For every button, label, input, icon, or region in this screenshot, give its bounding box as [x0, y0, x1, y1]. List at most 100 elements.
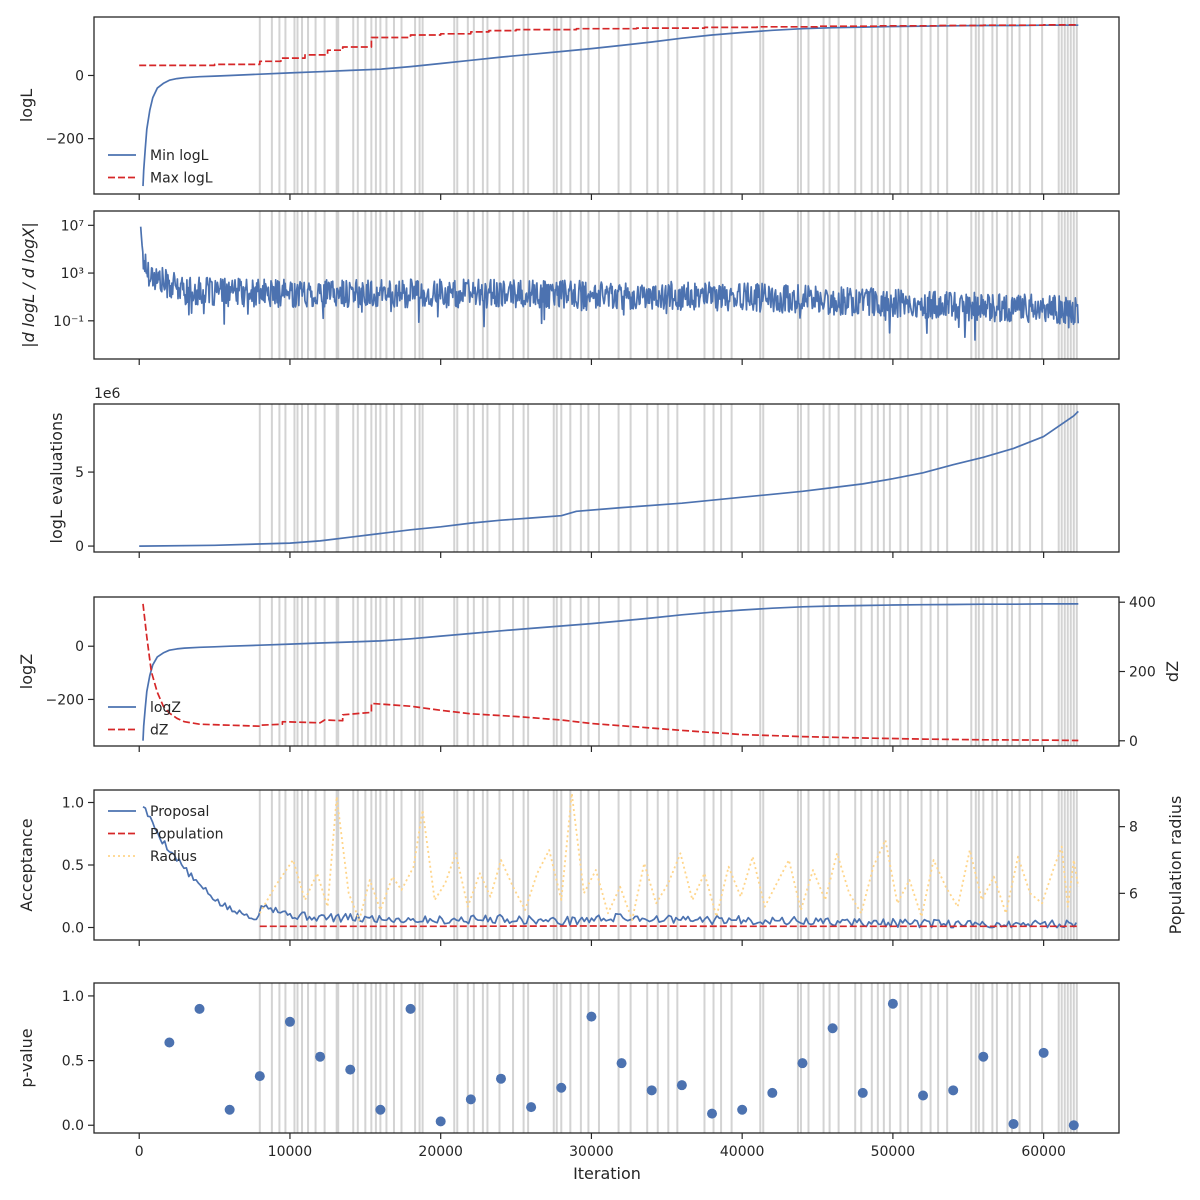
- scatter-point: [978, 1051, 989, 1062]
- scatter-point: [827, 1023, 838, 1034]
- series-logz-logz: [142, 603, 1079, 741]
- y-tick-label: 0: [75, 68, 84, 84]
- scatter-point: [857, 1087, 868, 1098]
- scatter-point: [1038, 1047, 1049, 1058]
- plot-dlogl: [139, 226, 1080, 341]
- y-tick-label: 0.5: [62, 858, 84, 874]
- x-axis-label: Iteration: [573, 1164, 641, 1183]
- series-evals-logl-evaluations: [139, 410, 1079, 547]
- scatter-point: [586, 1011, 597, 1022]
- scatter-point: [315, 1051, 326, 1062]
- scatter-point: [254, 1071, 265, 1082]
- y-axis-label-right: dZ: [1163, 661, 1182, 682]
- scatter-point: [797, 1058, 808, 1069]
- scatter-point: [164, 1037, 175, 1048]
- y-axis-label: Acceptance: [17, 818, 36, 911]
- y-tick-label: 1.0: [62, 989, 84, 1005]
- y-tick-label: 0.5: [62, 1054, 84, 1070]
- x-tick-label: 40000: [720, 1144, 765, 1160]
- legend-logl: Min logL Max logL: [108, 148, 213, 187]
- legend-label: Min logL: [150, 148, 209, 164]
- panels: −200 0 logL Min logL Max logL 10⁻¹ 10³ 10⁷ |d lo…: [17, 16, 1185, 1160]
- scatter-point: [465, 1094, 476, 1105]
- axes-frame: [93, 403, 1120, 553]
- scatter-point: [737, 1104, 748, 1115]
- scatter-point: [284, 1016, 295, 1027]
- axes-frame: [93, 982, 1120, 1134]
- plot-logz: [142, 603, 1079, 742]
- y-axis-label-right: Population radius: [1166, 796, 1185, 935]
- scatter-point: [375, 1104, 386, 1115]
- x-tick-label: 30000: [569, 1144, 614, 1160]
- scatter-point: [676, 1080, 687, 1091]
- y-axis-label: |d logL / d logX|: [19, 222, 38, 347]
- x-tick-label: 0: [135, 1144, 144, 1160]
- legend-label: Population: [150, 827, 224, 843]
- plot-pvalue: [164, 998, 1079, 1131]
- scatter-point: [767, 1087, 778, 1098]
- axes-frame: [93, 16, 1120, 195]
- y-axis-label: logZ: [17, 654, 36, 689]
- panel-dlogl: 10⁻¹ 10³ 10⁷ |d logL / d logX|: [19, 210, 1120, 365]
- shaded-bands-pvalue: [258, 983, 1078, 1133]
- series-acceptance-radius: [259, 792, 1080, 921]
- y-tick-label: 0: [75, 639, 84, 655]
- y-axis-label: logL evaluations: [47, 413, 66, 544]
- y-tick-label-right: 0: [1129, 734, 1138, 750]
- scatter-point: [345, 1064, 356, 1075]
- panel-logl: −200 0 logL Min logL Max logL: [17, 16, 1120, 200]
- scatter-point: [646, 1085, 657, 1096]
- scatter-point: [707, 1108, 718, 1119]
- y-axis-label: logL: [17, 89, 36, 122]
- scatter-point: [495, 1073, 506, 1084]
- y-tick-label: 1.0: [62, 796, 84, 812]
- scatter-point: [405, 1003, 416, 1014]
- series-logl-max-logl: [139, 24, 1079, 67]
- scatter-point: [526, 1102, 537, 1113]
- plot-evals: [139, 410, 1079, 547]
- y-tick-label: 0: [75, 539, 84, 555]
- y-offset-text: 1e6: [94, 386, 121, 402]
- panel-pvalue: 0 10000 20000 30000 40000 50000 60000 0.0 0.5 1.0…: [17, 982, 1120, 1160]
- scatter-point: [1068, 1120, 1079, 1131]
- y-tick-label-right: 200: [1129, 665, 1156, 681]
- scatter-point: [435, 1116, 446, 1127]
- y-tick-label: 10⁻¹: [53, 314, 84, 330]
- y-tick-label: 10³: [61, 266, 84, 282]
- x-tick-label: 20000: [418, 1144, 463, 1160]
- shaded-bands-logl: [258, 17, 1078, 194]
- series-acceptance-proposal: [142, 806, 1078, 929]
- panel-logz: −200 0 0 200 400 logZ dZ logZ dZ: [17, 595, 1182, 752]
- y-tick-label-right: 8: [1129, 820, 1138, 836]
- axes-frame: [93, 210, 1120, 360]
- y-axis-label: p-value: [17, 1028, 36, 1087]
- shaded-bands-evals: [258, 404, 1078, 552]
- series-logl-min-logl: [142, 24, 1079, 187]
- scatter-point: [887, 998, 898, 1009]
- panel-acceptance: 0.0 0.5 1.0 6 8 Acceptance Population radius Pr…: [17, 789, 1185, 946]
- y-tick-label-right: 6: [1129, 886, 1138, 902]
- plot-acceptance: [142, 792, 1080, 929]
- legend-label: Max logL: [150, 171, 213, 187]
- legend-label: dZ: [150, 723, 168, 739]
- shaded-bands-logz: [258, 597, 1078, 746]
- legend-label: logZ: [150, 700, 181, 716]
- x-tick-label: 10000: [268, 1144, 313, 1160]
- scatter-point: [1008, 1118, 1019, 1129]
- scatter-point: [948, 1085, 959, 1096]
- x-tick-label: 50000: [871, 1144, 916, 1160]
- legend-logz: logZ dZ: [108, 700, 181, 739]
- series-dlogl--dlogl-dlogx-: [139, 226, 1080, 341]
- shaded-bands-acceptance: [258, 790, 1078, 940]
- y-tick-label: 0.0: [62, 921, 84, 937]
- legend-label: Proposal: [150, 804, 209, 820]
- y-tick-label: −200: [46, 692, 84, 708]
- scatter-point: [556, 1082, 567, 1093]
- legend-label: Radius: [150, 849, 197, 865]
- legend-acceptance: Proposal Population Radius: [108, 804, 224, 865]
- scatter-point: [194, 1003, 205, 1014]
- scatter-point: [224, 1104, 235, 1115]
- scatter-point: [918, 1090, 929, 1101]
